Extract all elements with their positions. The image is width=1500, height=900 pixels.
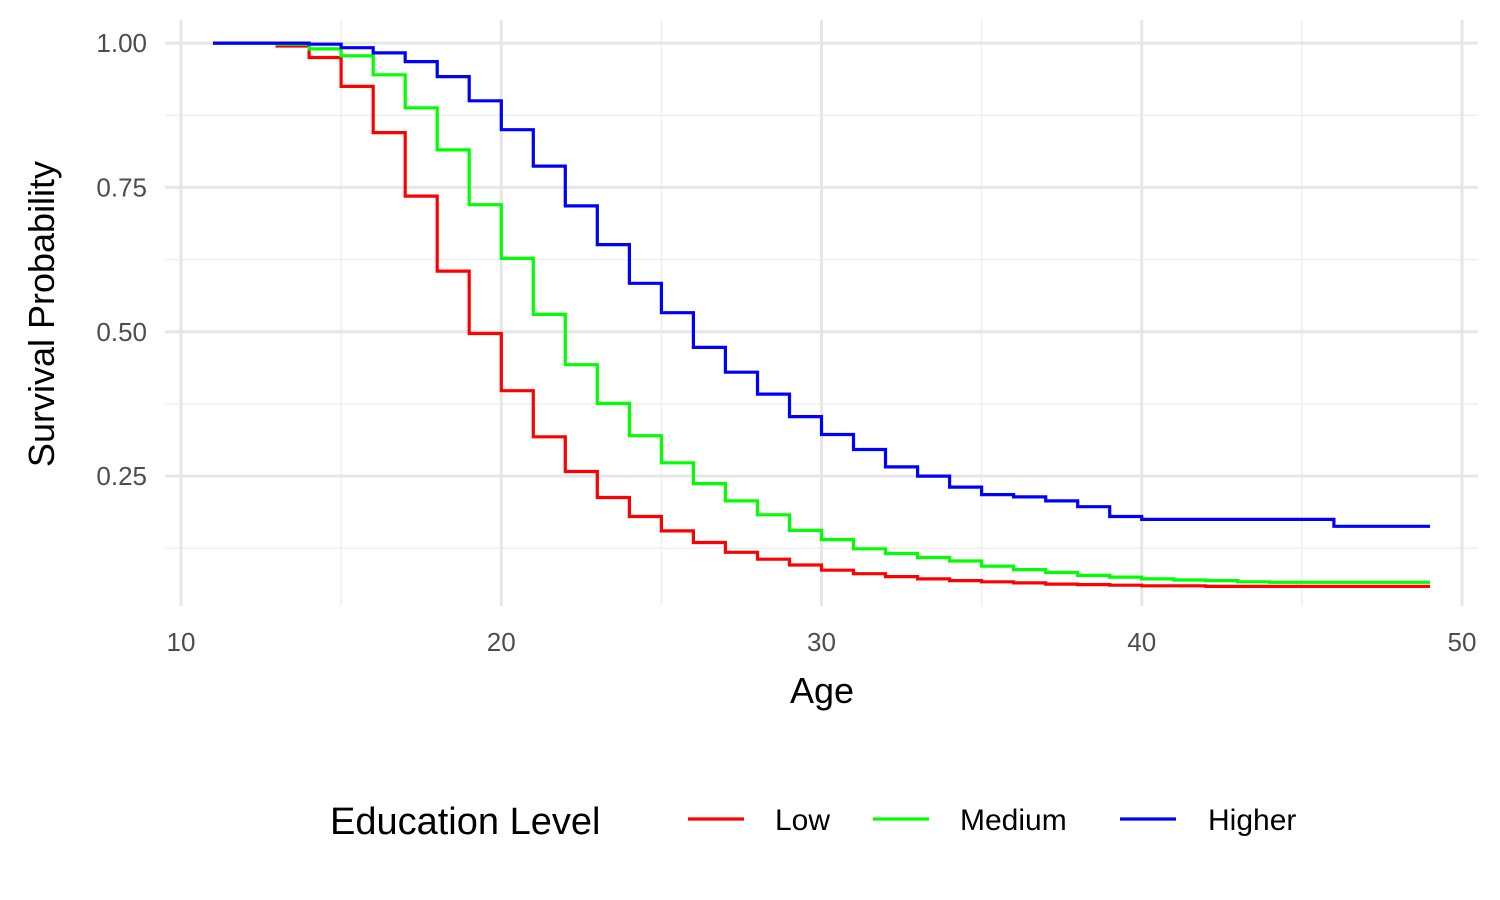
series-line-medium	[213, 41, 1430, 584]
y-tick-label: 1.00	[96, 28, 147, 58]
x-tick-label: 30	[807, 627, 836, 657]
y-axis-title: Survival Probability	[21, 161, 62, 467]
x-axis-title: Age	[790, 670, 854, 711]
x-tick-label: 20	[487, 627, 516, 657]
grid	[165, 20, 1478, 606]
series-line-low	[213, 41, 1430, 588]
y-tick-label: 0.25	[96, 461, 147, 491]
legend-label-low: Low	[775, 804, 830, 837]
legend-label-medium: Medium	[960, 804, 1067, 837]
y-axis-ticks: 0.25 0.50 0.75 1.00	[96, 28, 147, 491]
legend: Education Level Low Medium Higher	[330, 801, 1296, 843]
x-axis-ticks: 10 20 30 40 50	[167, 627, 1477, 657]
legend-title: Education Level	[330, 801, 600, 843]
series-lines	[213, 41, 1430, 588]
legend-label-higher: Higher	[1208, 804, 1296, 837]
x-tick-label: 10	[167, 627, 196, 657]
x-tick-label: 40	[1127, 627, 1156, 657]
y-tick-label: 0.75	[96, 172, 147, 202]
series-line-higher	[213, 41, 1430, 528]
y-tick-label: 0.50	[96, 317, 147, 347]
x-tick-label: 50	[1448, 627, 1477, 657]
legend-items: Low Medium Higher	[688, 804, 1296, 837]
